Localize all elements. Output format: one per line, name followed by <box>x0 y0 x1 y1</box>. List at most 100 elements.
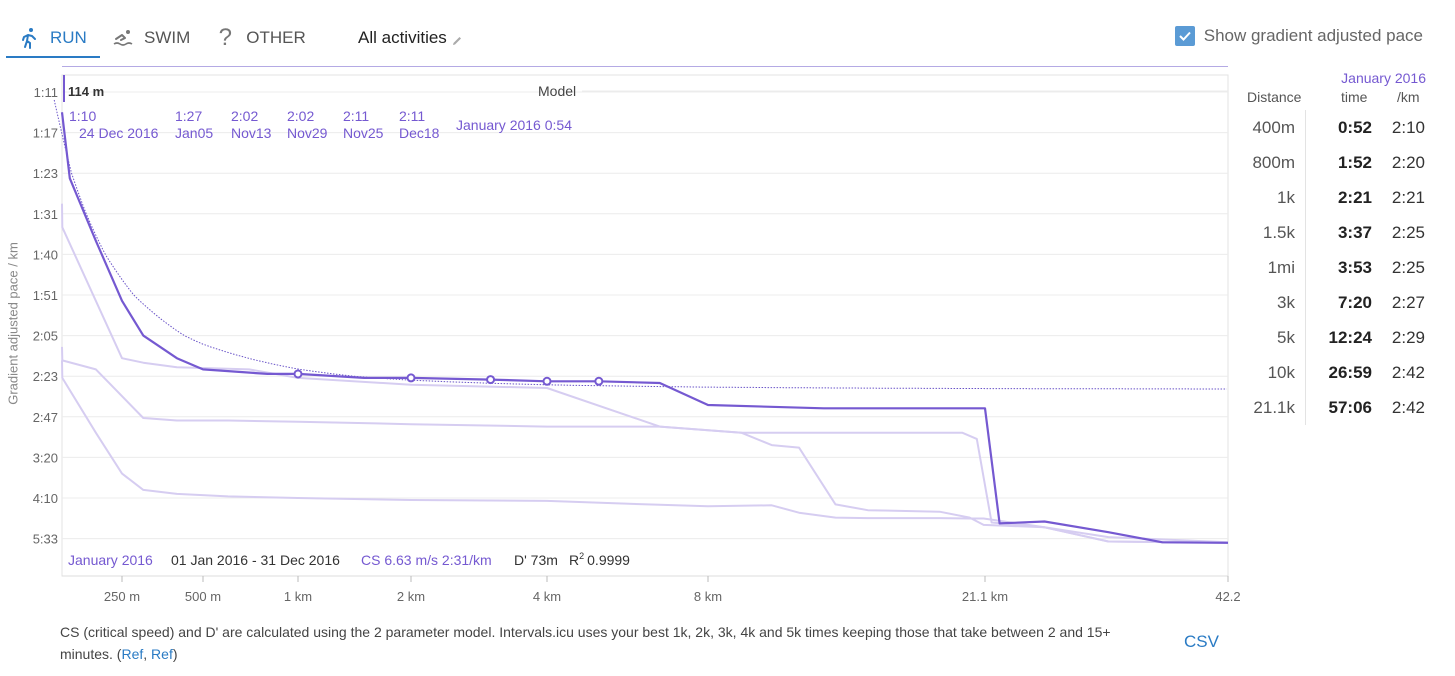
footer-r2: R2 0.9999 <box>569 551 630 568</box>
best-effort-pace: 2:42 <box>1391 397 1425 417</box>
footer-dprime: D' 73m <box>514 552 558 568</box>
best-effort-pace: 2:25 <box>1391 222 1425 242</box>
best-effort-time: 7:20 <box>1337 292 1372 312</box>
y-tick-label: 5:33 <box>33 532 58 547</box>
pace-curve-chart[interactable]: Gradient adjusted pace / km 1:11 1:17 1:23… <box>0 66 1240 614</box>
best-date-label: Jan05 <box>175 125 213 141</box>
model-fit-point[interactable] <box>293 369 303 379</box>
tab-other-label: OTHER <box>246 28 306 47</box>
best-pace-label: 2:02 <box>231 108 258 124</box>
y-tick-label: 1:31 <box>33 207 58 222</box>
best-effort-pace: 2:42 <box>1391 362 1425 382</box>
x-ticks: 250 m 500 m 1 km 2 km 4 km 8 km 21.1 km 42.2 <box>62 575 1240 604</box>
csv-download-button[interactable]: CSV <box>1184 632 1219 651</box>
tab-run[interactable]: RUN <box>6 18 100 58</box>
gradient-pace-toggle[interactable]: Show gradient adjusted pace <box>1174 26 1423 46</box>
best-pace-label: 2:02 <box>287 108 314 124</box>
ref-link-2[interactable]: Ref <box>151 646 173 662</box>
x-tick-label: 500 m <box>185 589 221 604</box>
best-effort-time: 26:59 <box>1328 362 1372 382</box>
best-effort-time: 12:24 <box>1328 327 1372 347</box>
x-tick-label: 2 km <box>397 589 425 604</box>
best-effort-row[interactable]: 800m 1:52 2:20 <box>1240 145 1440 180</box>
best-efforts-table: January 2016 Distance time /km 400m 0:52 2… <box>1240 68 1440 425</box>
y-tick-label: 2:05 <box>33 329 58 344</box>
checkbox-checked-icon[interactable] <box>1174 26 1195 46</box>
best-effort-time: 0:52 <box>1337 117 1372 137</box>
series-lines <box>53 66 1229 544</box>
grid <box>62 91 1228 540</box>
best-date-label: 24 Dec 2016 <box>79 125 159 141</box>
runner-icon <box>18 27 40 49</box>
model-label: Model <box>538 83 576 99</box>
best-effort-row[interactable]: 400m 0:52 2:10 <box>1240 110 1440 145</box>
footnote-sep: , <box>143 646 152 662</box>
pace-curve-svg[interactable]: 1:11 1:17 1:23 1:31 1:40 1:51 2:05 2:23 2:47 3:20… <box>0 66 1240 614</box>
x-tick-label: 4 km <box>533 589 561 604</box>
footnote-text: CS (critical speed) and D' are calculate… <box>60 624 1111 662</box>
footer-period: January 2016 <box>68 552 153 568</box>
x-tick-label: 42.2 <box>1215 589 1240 604</box>
footer-r2-label: R <box>569 552 579 568</box>
swimmer-icon <box>112 27 134 49</box>
y-tick-label: 4:10 <box>33 491 58 506</box>
best-effort-row[interactable]: 1k 2:21 2:21 <box>1240 180 1440 215</box>
x-tick-label: 21.1 km <box>962 589 1008 604</box>
footnote: CS (critical speed) and D' are calculate… <box>60 621 1160 665</box>
y-tick-label: 2:23 <box>33 369 58 384</box>
chart-footer: January 2016 01 Jan 2016 - 31 Dec 2016 C… <box>68 551 630 568</box>
activities-filter[interactable]: All activities <box>358 28 463 48</box>
best-effort-pace: 2:10 <box>1391 117 1425 137</box>
best-date-label: Nov25 <box>343 125 384 141</box>
pencil-icon <box>451 32 463 45</box>
best-effort-row[interactable]: 3k 7:20 2:27 <box>1240 285 1440 320</box>
activities-label: All activities <box>358 28 447 47</box>
tab-run-label: RUN <box>50 28 87 47</box>
y-tick-label: 3:20 <box>33 450 58 465</box>
best-effort-pace: 2:25 <box>1391 257 1425 277</box>
best-pace-label: 2:11 <box>399 108 425 124</box>
best-effort-row[interactable]: 10k 26:59 2:42 <box>1240 355 1440 390</box>
best-table-period: January 2016 <box>1341 70 1426 86</box>
current-period-label: January 2016 0:54 <box>456 117 572 133</box>
best-effort-distance: 10k <box>1240 355 1306 390</box>
y-tick-label: 2:47 <box>33 410 58 425</box>
best-effort-row[interactable]: 1mi 3:53 2:25 <box>1240 250 1440 285</box>
best-effort-distance: 1k <box>1240 180 1306 215</box>
best-effort-time: 3:37 <box>1337 222 1372 242</box>
best-effort-row[interactable]: 21.1k 57:06 2:42 <box>1240 390 1440 425</box>
sport-tabs: RUN SWIM ? OTHER <box>6 18 318 58</box>
best-date-label: Dec18 <box>399 125 440 141</box>
question-icon: ? <box>218 24 232 51</box>
footer-range: 01 Jan 2016 - 31 Dec 2016 <box>171 552 340 568</box>
best-date-label: Nov29 <box>287 125 328 141</box>
ref-link-1[interactable]: Ref <box>121 646 144 662</box>
x-tick-label: 1 km <box>284 589 312 604</box>
y-tick-label: 1:11 <box>34 85 58 100</box>
model-fit-point[interactable] <box>486 375 496 385</box>
best-effort-distance: 1.5k <box>1240 215 1306 250</box>
tab-other[interactable]: ? OTHER <box>202 18 318 58</box>
best-effort-pace: 2:20 <box>1391 152 1425 172</box>
best-effort-distance: 5k <box>1240 320 1306 355</box>
series-line-comparison <box>61 203 1229 544</box>
col-pace: /km <box>1397 89 1420 105</box>
best-pace-label: 1:27 <box>175 108 202 124</box>
best-effort-row[interactable]: 5k 12:24 2:29 <box>1240 320 1440 355</box>
best-effort-distance: 400m <box>1240 110 1306 145</box>
best-effort-distance: 1mi <box>1240 250 1306 285</box>
cursor-distance-label: 114 m <box>68 84 104 99</box>
footer-cs: CS 6.63 m/s 2:31/km <box>361 552 492 568</box>
best-pace-label: 1:10 <box>69 108 96 124</box>
footer-r2-sup: 2 <box>579 551 584 561</box>
model-fit-point[interactable] <box>542 376 552 386</box>
best-effort-row[interactable]: 1.5k 3:37 2:25 <box>1240 215 1440 250</box>
model-fit-point[interactable] <box>594 376 604 386</box>
plot-area <box>61 74 1229 577</box>
y-ticks: 1:11 1:17 1:23 1:31 1:40 1:51 2:05 2:23 2:47 3:20… <box>33 85 58 547</box>
model-curve <box>53 99 1227 390</box>
best-effort-time: 1:52 <box>1337 152 1372 172</box>
model-fit-point[interactable] <box>406 373 416 383</box>
tab-swim[interactable]: SWIM <box>100 18 202 58</box>
